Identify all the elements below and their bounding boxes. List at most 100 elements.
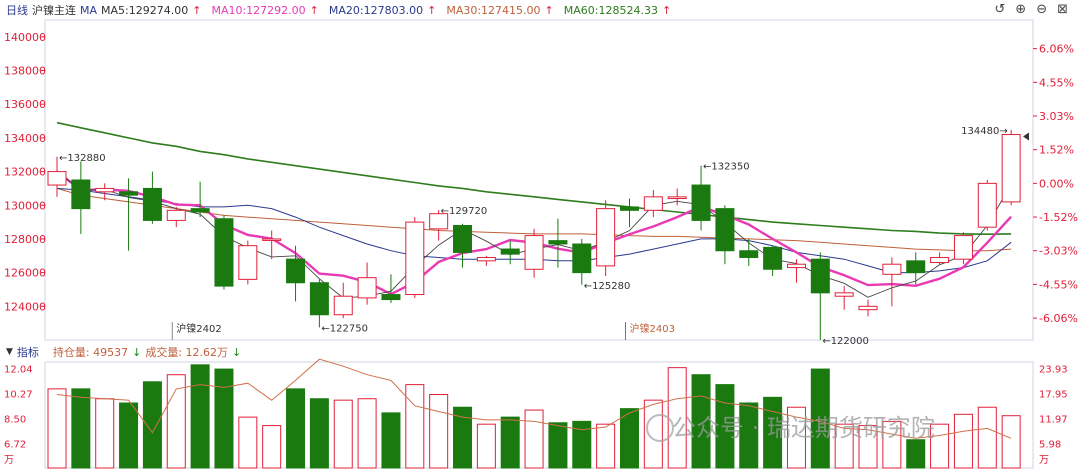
ma60-line xyxy=(56,121,1012,236)
indicator-bar: ▼ 指标 持仓量: 49537 ↓ 成交量: 12.62万 ↓ xyxy=(0,343,1080,361)
price-annotation: ←129720 xyxy=(441,206,488,217)
watermark: 公众号 · 瑞达期货研究院 xyxy=(672,414,935,442)
oi-tick-label: 11.97 xyxy=(1039,415,1068,426)
candle xyxy=(619,206,639,211)
volume-tick-label: 12.04 xyxy=(4,365,33,376)
volume-bar xyxy=(429,394,449,469)
candle xyxy=(906,260,926,274)
candle xyxy=(71,179,91,210)
pct-tick-label: -1.52% xyxy=(1039,211,1078,224)
volume-bar xyxy=(357,398,377,469)
volume-tick-label: 6.72 xyxy=(4,440,26,451)
volume-tick-label: 8.50 xyxy=(4,415,26,426)
candle xyxy=(333,295,353,316)
volume-bar xyxy=(572,420,592,469)
price-panel-frame xyxy=(44,19,1034,341)
close-icon[interactable]: ⊠ xyxy=(1057,2,1068,17)
volume-bar xyxy=(214,368,234,469)
candle xyxy=(548,240,568,245)
candle xyxy=(47,171,67,186)
volume-bar xyxy=(643,399,663,469)
last-price-marker xyxy=(1023,132,1029,141)
volume-bar xyxy=(810,368,830,469)
candle xyxy=(715,208,735,252)
candle xyxy=(166,209,186,221)
volume-bar xyxy=(1001,415,1021,469)
candle xyxy=(691,184,711,221)
candle xyxy=(524,235,544,270)
candle xyxy=(95,187,115,193)
contract-name[interactable]: 沪镍主连 xyxy=(32,4,76,17)
volume-bar xyxy=(548,422,568,469)
volume-bar xyxy=(596,423,616,469)
candle xyxy=(214,218,234,287)
candle xyxy=(309,282,329,316)
volume-bar xyxy=(333,399,353,469)
pct-tick-label: 1.52% xyxy=(1039,144,1074,157)
collapse-icon[interactable]: ▼ xyxy=(6,347,13,357)
volume-bar xyxy=(405,384,425,469)
candle xyxy=(953,235,973,260)
candle xyxy=(977,182,997,228)
volume-bar xyxy=(476,423,496,469)
candle xyxy=(930,256,950,264)
arrow-up-icon: ↑ xyxy=(427,3,437,17)
arrow-down-icon: ↓ xyxy=(132,345,142,359)
volume-bar xyxy=(953,413,973,469)
volume-bar xyxy=(381,412,401,469)
arrow-up-icon: ↑ xyxy=(661,3,672,17)
oi-tick-label: 23.93 xyxy=(1039,365,1068,376)
volume-bar xyxy=(691,374,711,469)
volume-bar xyxy=(453,406,473,469)
arrow-down-icon: ↓ xyxy=(232,345,242,359)
candle xyxy=(142,187,162,221)
oi-tick-label: 17.95 xyxy=(1039,390,1068,401)
price-annotation: 134480→ xyxy=(961,126,1008,137)
oi-tick-label: 5.98 xyxy=(1039,440,1061,451)
candle xyxy=(763,246,783,270)
candle xyxy=(739,250,759,258)
volume-tick-label: 万 xyxy=(4,455,14,466)
candle xyxy=(476,256,496,262)
pct-tick-label: -6.06% xyxy=(1039,312,1078,325)
candle xyxy=(429,213,449,230)
candle xyxy=(357,277,377,299)
price-annotation: ←132350 xyxy=(703,162,750,173)
price-tick-label: 132000 xyxy=(4,166,46,179)
indicator-label[interactable]: 指标 xyxy=(16,346,39,359)
ma10-value: MA10:127292.00 xyxy=(211,3,306,17)
arrow-up-icon: ↑ xyxy=(544,3,554,17)
open-interest-value: 持仓量: 49537 xyxy=(52,346,129,359)
volume-bar xyxy=(739,402,759,469)
candle xyxy=(119,191,139,196)
price-annotation: ←122000 xyxy=(822,336,869,347)
ma-legend-bar: 日线 沪镍主连 MA MA5:129274.00 ↑ MA10:127292.00… xyxy=(0,0,1080,20)
undo-icon[interactable]: ↺ xyxy=(994,2,1006,17)
zoom-out-icon[interactable]: ⊖ xyxy=(1036,2,1048,17)
pct-tick-label: 0.00% xyxy=(1039,177,1074,190)
candle xyxy=(858,305,878,311)
price-tick-label: 128000 xyxy=(4,233,46,246)
volume-bar xyxy=(286,388,306,469)
pct-tick-label: -3.03% xyxy=(1039,245,1078,258)
candle xyxy=(1001,134,1021,203)
pct-tick-label: 3.03% xyxy=(1039,110,1074,123)
volume-bar xyxy=(619,408,639,469)
candle xyxy=(405,221,425,296)
pct-tick-label: 6.06% xyxy=(1039,43,1074,56)
pct-tick-label: -4.55% xyxy=(1039,278,1078,291)
price-tick-label: 124000 xyxy=(4,300,46,313)
price-annotation: ←125280 xyxy=(584,281,631,292)
volume-bar xyxy=(71,388,91,469)
volume-bar xyxy=(309,398,329,469)
volume-bar xyxy=(190,364,210,469)
volume-bar xyxy=(858,425,878,469)
chart-toolbar: ↺ ⊕ ⊖ ⊠ xyxy=(994,2,1068,17)
period-label[interactable]: 日线 xyxy=(6,4,28,17)
candle xyxy=(500,248,520,255)
contract-label-2402: 沪镍2402 xyxy=(176,322,221,335)
zoom-in-icon[interactable]: ⊕ xyxy=(1015,2,1027,17)
candle xyxy=(262,238,282,241)
volume-value: 成交量: 12.62万 xyxy=(145,346,229,359)
